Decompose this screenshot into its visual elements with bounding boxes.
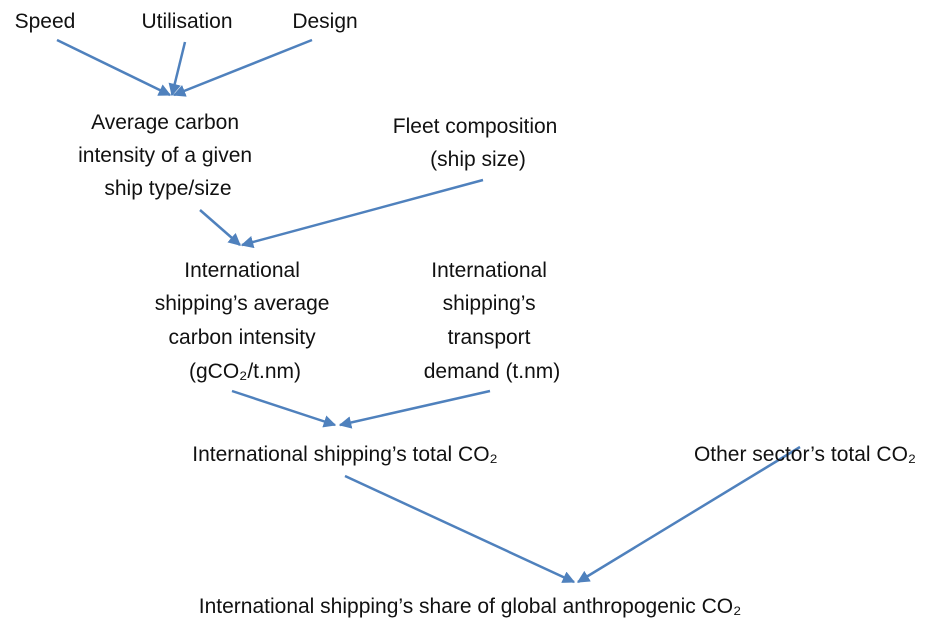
label-line: International shipping’s total CO₂ xyxy=(192,443,497,466)
node-label: Other sector’s total CO₂ xyxy=(694,443,916,466)
arrow xyxy=(172,38,313,97)
label-line: Speed xyxy=(15,10,76,33)
node-label: Utilisation xyxy=(141,10,232,33)
label-line: Design xyxy=(292,10,357,33)
label-line: International xyxy=(431,259,547,282)
label-line: (gCO₂/t.nm) xyxy=(189,360,301,383)
arrow xyxy=(240,178,484,249)
label-line: carbon intensity xyxy=(169,326,317,349)
label-line: International shipping’s share of global… xyxy=(199,595,741,618)
arrow xyxy=(168,41,187,97)
label-line: (ship size) xyxy=(430,148,526,171)
node-label: Fleet composition (ship size) xyxy=(393,115,563,171)
label-line: Other sector’s total CO₂ xyxy=(694,443,916,466)
arrow xyxy=(231,389,337,428)
arrow xyxy=(199,209,241,246)
label-line: demand (t.nm) xyxy=(424,360,561,383)
label-line: intensity of a given xyxy=(78,144,252,167)
node-label: Design xyxy=(292,10,357,33)
arrow xyxy=(56,38,172,97)
label-line: Utilisation xyxy=(141,10,232,33)
label-line: shipping’s xyxy=(443,292,536,315)
label-line: Average carbon xyxy=(91,111,239,134)
label-line: Fleet composition xyxy=(393,115,558,138)
label-line: transport xyxy=(448,326,531,349)
label-line: shipping’s average xyxy=(155,292,330,315)
node-label: Speed xyxy=(15,10,76,33)
node-label: International shipping’s average carbon … xyxy=(155,259,336,383)
node-label: International shipping’s transport deman… xyxy=(424,259,561,383)
node-label: Average carbon intensity of a given ship… xyxy=(78,111,258,200)
label-line: International xyxy=(184,259,300,282)
arrow xyxy=(344,474,576,584)
arrow xyxy=(576,445,801,584)
node-label: International shipping’s total CO₂ xyxy=(192,443,497,466)
arrows xyxy=(56,38,801,584)
arrow xyxy=(338,389,491,429)
label-line: ship type/size xyxy=(104,177,231,200)
node-label: International shipping’s share of global… xyxy=(199,595,741,618)
